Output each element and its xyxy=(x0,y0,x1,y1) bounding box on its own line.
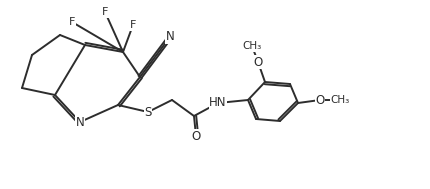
Text: F: F xyxy=(102,7,108,17)
Text: HN: HN xyxy=(209,97,227,109)
Text: CH₃: CH₃ xyxy=(243,41,261,51)
Text: F: F xyxy=(69,17,75,27)
Text: O: O xyxy=(315,94,325,106)
Text: N: N xyxy=(166,30,175,43)
Text: N: N xyxy=(76,115,84,129)
Text: S: S xyxy=(144,105,152,119)
Text: O: O xyxy=(253,56,263,68)
Text: CH₃: CH₃ xyxy=(330,95,350,105)
Text: F: F xyxy=(130,20,136,30)
Text: O: O xyxy=(191,129,201,143)
